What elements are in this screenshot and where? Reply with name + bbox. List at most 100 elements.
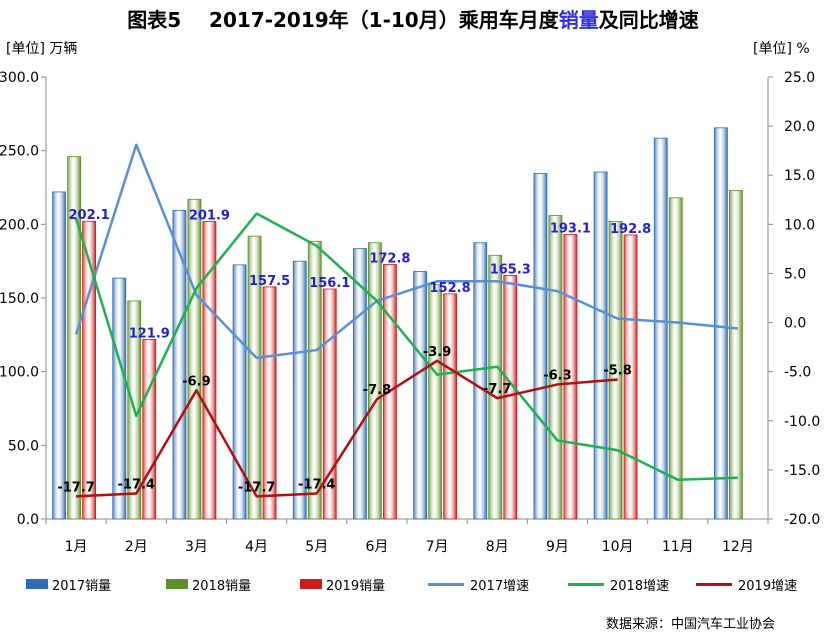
data-label-2019-growth: -7.7 xyxy=(483,382,511,397)
data-label-2019-sales: 157.5 xyxy=(249,274,290,289)
legend-item-2018-sales: 2018销量 xyxy=(166,576,252,594)
legend-item-2019-sales: 2019销量 xyxy=(300,576,386,594)
data-label-2019-sales: 172.8 xyxy=(369,251,410,266)
legend-swatch-2019-growth xyxy=(696,582,732,586)
data-label-2019-growth: -17.7 xyxy=(57,480,94,495)
bar-2017销量 xyxy=(292,260,307,520)
legend-item-2017-growth: 2017增速 xyxy=(428,576,530,594)
data-label-2019-growth: -6.9 xyxy=(182,374,210,389)
legend-label-2017-sales: 2017销量 xyxy=(52,578,112,594)
x-tick-label: 6月 xyxy=(365,539,388,555)
data-label-2019-sales: 156.1 xyxy=(309,276,350,291)
line-2018增速 xyxy=(74,212,738,481)
data-label-2019-sales: 192.8 xyxy=(610,222,651,237)
data-label-2019-growth: -7.8 xyxy=(363,383,391,398)
left-axis-unit: [单位] 万辆 xyxy=(6,41,78,57)
data-label-2019-sales: 165.3 xyxy=(490,262,531,277)
bar-2018销量 xyxy=(187,198,202,520)
x-tick-label: 2月 xyxy=(125,539,148,555)
bar-2018销量 xyxy=(548,215,563,520)
y-right-tick-label: 10.0 xyxy=(784,217,815,233)
bar-2018销量 xyxy=(608,220,623,520)
x-tick-label: 10月 xyxy=(602,539,634,555)
bar-2017销量 xyxy=(232,264,247,520)
bar-2018销量 xyxy=(307,240,322,520)
y-left-tick-label: 0.0 xyxy=(17,512,39,528)
data-label-2019-sales: 121.9 xyxy=(129,326,170,341)
bar-2019销量 xyxy=(322,288,337,520)
data-label-2019-growth: -17.4 xyxy=(118,477,155,492)
y-left-tick-label: 250.0 xyxy=(0,144,39,160)
bar-2018销量 xyxy=(368,242,382,520)
legend-label-2019-sales: 2019销量 xyxy=(326,578,386,594)
bar-2018销量 xyxy=(67,156,81,520)
bar-2019销量 xyxy=(563,234,578,520)
bar-2017销量 xyxy=(413,271,427,520)
y-right-tick-label: -20.0 xyxy=(784,512,820,528)
data-label-2019-sales: 202.1 xyxy=(69,208,110,223)
x-tick-label: 11月 xyxy=(662,539,694,555)
y-left-tick-label: 300.0 xyxy=(0,70,39,86)
y-right-tick-label: 20.0 xyxy=(784,119,815,135)
y-left-tick-label: 200.0 xyxy=(0,217,39,233)
data-label-2019-sales: 193.1 xyxy=(550,221,591,236)
line-2019增速 xyxy=(76,359,618,498)
bar-2018销量 xyxy=(488,254,503,520)
legend-label-2017-growth: 2017增速 xyxy=(470,578,530,594)
x-tick-label: 8月 xyxy=(486,539,509,555)
legend-item-2017-sales: 2017销量 xyxy=(26,576,112,594)
bar-2018销量 xyxy=(428,284,442,520)
legend-label-2018-growth: 2018增速 xyxy=(610,578,670,594)
y-right-tick-label: 5.0 xyxy=(784,266,806,282)
y-right-tick-label: 25.0 xyxy=(784,70,815,86)
y-left-tick-label: 150.0 xyxy=(0,291,39,307)
x-tick-label: 3月 xyxy=(185,539,208,555)
data-label-2019-growth: -3.9 xyxy=(423,345,451,360)
x-tick-label: 1月 xyxy=(65,539,88,555)
bar-2019销量 xyxy=(82,220,96,520)
bar-2017销量 xyxy=(714,127,728,520)
legend-swatch-2018-sales xyxy=(166,579,188,589)
line-2017增速 xyxy=(74,143,739,360)
bar-2019销量 xyxy=(443,293,457,520)
y-left-tick-label: 50.0 xyxy=(8,438,39,454)
y-right-tick-label: 15.0 xyxy=(784,168,815,184)
legend-label-2018-sales: 2018销量 xyxy=(192,578,252,594)
bar-2019销量 xyxy=(623,234,638,520)
legend-swatch-2017-sales xyxy=(26,579,48,589)
bar-2017销量 xyxy=(533,173,548,520)
bar-2018销量 xyxy=(247,235,262,520)
legend-swatch-2017-growth xyxy=(428,582,464,586)
bar-2017销量 xyxy=(593,171,608,520)
bar-2017销量 xyxy=(653,137,668,520)
chart-title: 图表5 2017-2019年（1-10月）乘用车月度销量及同比增速 xyxy=(127,8,699,32)
y-right-tick-label: -10.0 xyxy=(784,414,820,430)
data-label-2019-growth: -17.7 xyxy=(238,480,275,495)
bar-2018销量 xyxy=(668,197,683,520)
y-left-tick-label: 100.0 xyxy=(0,365,39,381)
x-tick-label: 7月 xyxy=(426,539,449,555)
bar-2018销量 xyxy=(729,190,743,520)
x-tick-label: 9月 xyxy=(546,539,569,555)
y-right-tick-label: -15.0 xyxy=(784,463,820,479)
data-label-2019-growth: -6.3 xyxy=(543,368,571,383)
bar-2017销量 xyxy=(52,191,66,520)
bar-2017销量 xyxy=(473,242,488,520)
bar-2019销量 xyxy=(262,286,277,520)
legend-item-2018-growth: 2018增速 xyxy=(568,576,670,594)
legend-label-2019-growth: 2019增速 xyxy=(738,578,798,594)
legend-swatch-2018-growth xyxy=(568,582,604,586)
x-tick-label: 4月 xyxy=(245,539,268,555)
data-label-2019-growth: -17.4 xyxy=(298,477,335,492)
data-label-2019-growth: -5.8 xyxy=(603,364,631,379)
bar-2017销量 xyxy=(112,277,127,520)
data-label-2019-sales: 152.8 xyxy=(430,281,471,296)
x-tick-label: 12月 xyxy=(722,539,754,555)
bar-2017销量 xyxy=(172,209,187,520)
legend-swatch-2019-sales xyxy=(300,579,322,589)
y-right-tick-label: -5.0 xyxy=(784,365,811,381)
x-tick-label: 5月 xyxy=(305,539,328,555)
bar-2019销量 xyxy=(202,221,217,520)
data-label-2019-sales: 201.9 xyxy=(189,209,230,224)
